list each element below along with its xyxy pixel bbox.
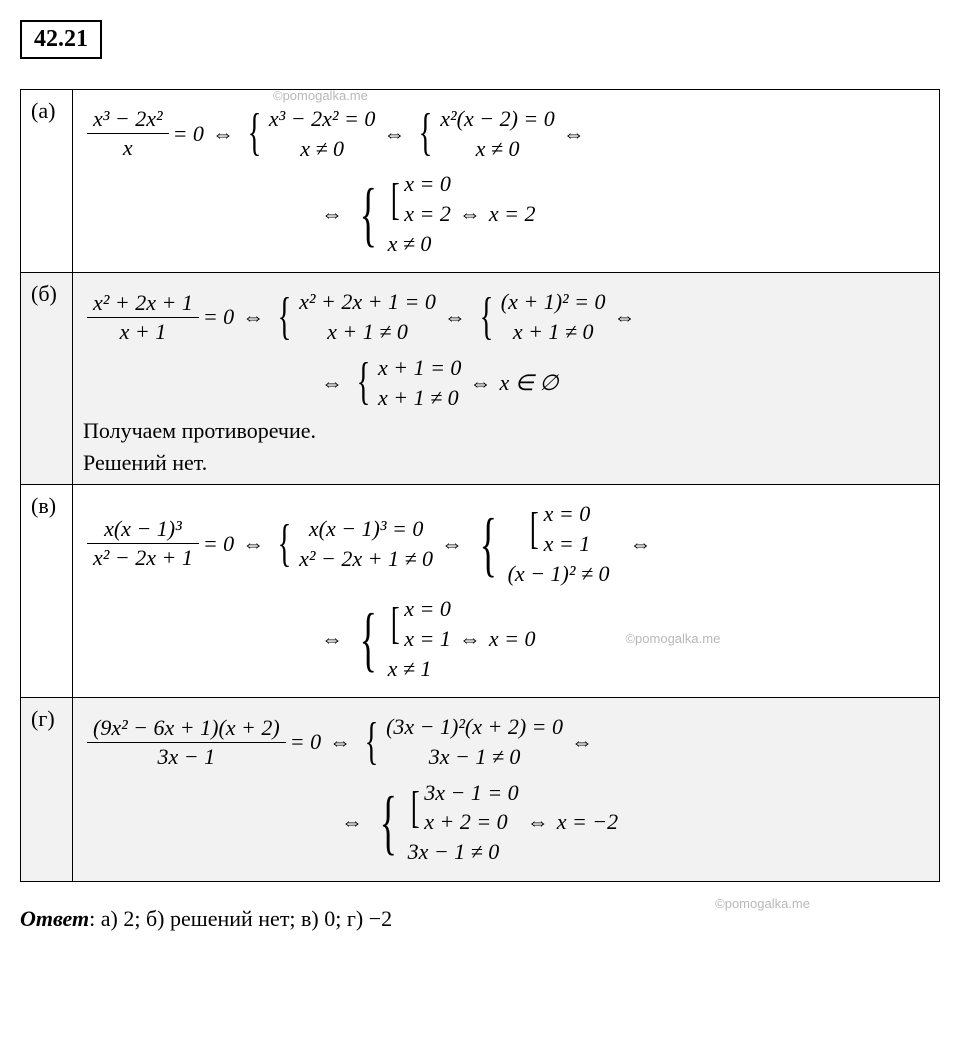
equals-zero: = 0	[203, 304, 234, 330]
iff-icon: ⇔	[444, 304, 466, 330]
iff-icon: ⇔	[321, 201, 343, 227]
curly-brace-icon: {	[360, 189, 377, 239]
iff-icon: ⇔	[630, 531, 652, 557]
iff-icon: ⇔	[383, 121, 405, 147]
table-row: (в) x(x − 1)³ x² − 2x + 1 = 0 ⇔ { x(x − …	[21, 485, 940, 698]
iff-icon: ⇔	[242, 304, 264, 330]
watermark-icon: ©pomogalka.me	[273, 88, 368, 103]
curly-brace-icon: {	[419, 115, 433, 151]
fraction: x² + 2x + 1 x + 1	[87, 290, 199, 345]
solution-table: (а) ©pomogalka.me x³ − 2x² x = 0 ⇔ { x³ …	[20, 89, 940, 882]
table-row: (б) x² + 2x + 1 x + 1 = 0 ⇔ { x² + 2x + …	[21, 273, 940, 485]
row-content-g: (9x² − 6x + 1)(x + 2) 3x − 1 = 0 ⇔ { (3x…	[73, 698, 940, 881]
curly-brace-icon: {	[248, 115, 262, 151]
square-bracket-icon: [	[410, 791, 419, 824]
result: x ∈ ∅	[499, 370, 558, 396]
square-bracket-icon: [	[530, 512, 539, 545]
note-no-solutions: Решений нет.	[83, 450, 929, 476]
square-bracket-icon: [	[390, 183, 399, 216]
result: x = 2	[489, 201, 536, 227]
equals-zero: = 0	[203, 531, 234, 557]
iff-icon: ⇔	[614, 304, 636, 330]
iff-icon: ⇔	[321, 626, 343, 652]
result: x = −2	[557, 809, 618, 835]
iff-icon: ⇔	[341, 809, 363, 835]
iff-icon: ⇔	[469, 370, 491, 396]
curly-brace-icon: {	[380, 797, 397, 847]
answer-line: Ответ: а) 2; б) решений нет; в) 0; г) −2…	[20, 906, 940, 932]
row-label-a: (а)	[21, 90, 73, 273]
iff-icon: ⇔	[321, 370, 343, 396]
answer-text: : а) 2; б) решений нет; в) 0; г) −2	[89, 906, 392, 931]
iff-icon: ⇔	[242, 531, 264, 557]
curly-brace-icon: {	[480, 519, 497, 569]
problem-number: 42.21	[20, 20, 102, 59]
row-content-v: x(x − 1)³ x² − 2x + 1 = 0 ⇔ { x(x − 1)³ …	[73, 485, 940, 698]
watermark-icon: ©pomogalka.me	[715, 896, 810, 911]
equals-zero: = 0	[173, 121, 204, 147]
table-row: (а) ©pomogalka.me x³ − 2x² x = 0 ⇔ { x³ …	[21, 90, 940, 273]
row-content-a: ©pomogalka.me x³ − 2x² x = 0 ⇔ { x³ − 2x…	[73, 90, 940, 273]
curly-brace-icon: {	[278, 526, 292, 562]
curly-brace-icon: {	[278, 299, 292, 335]
equals-zero: = 0	[290, 729, 321, 755]
result: x = 0	[489, 626, 536, 652]
fraction: x(x − 1)³ x² − 2x + 1	[87, 516, 199, 571]
iff-icon: ⇔	[527, 809, 549, 835]
curly-brace-icon: {	[357, 364, 371, 400]
curly-brace-icon: {	[479, 299, 493, 335]
iff-icon: ⇔	[212, 121, 234, 147]
row-label-v: (в)	[21, 485, 73, 698]
fraction: x³ − 2x² x	[87, 106, 169, 161]
row-content-b: x² + 2x + 1 x + 1 = 0 ⇔ { x² + 2x + 1 = …	[73, 273, 940, 485]
curly-brace-icon: {	[360, 614, 377, 664]
iff-icon: ⇔	[563, 121, 585, 147]
row-label-b: (б)	[21, 273, 73, 485]
note-contradiction: Получаем противоречие.	[83, 418, 929, 444]
watermark-icon: ©pomogalka.me	[625, 631, 720, 646]
curly-brace-icon: {	[365, 724, 379, 760]
table-row: (г) (9x² − 6x + 1)(x + 2) 3x − 1 = 0 ⇔ {…	[21, 698, 940, 881]
iff-icon: ⇔	[459, 201, 481, 227]
iff-icon: ⇔	[459, 626, 481, 652]
iff-icon: ⇔	[571, 729, 593, 755]
row-label-g: (г)	[21, 698, 73, 881]
iff-icon: ⇔	[329, 729, 351, 755]
fraction: (9x² − 6x + 1)(x + 2) 3x − 1	[87, 715, 286, 770]
answer-label: Ответ	[20, 906, 89, 931]
square-bracket-icon: [	[390, 607, 399, 640]
iff-icon: ⇔	[441, 531, 463, 557]
